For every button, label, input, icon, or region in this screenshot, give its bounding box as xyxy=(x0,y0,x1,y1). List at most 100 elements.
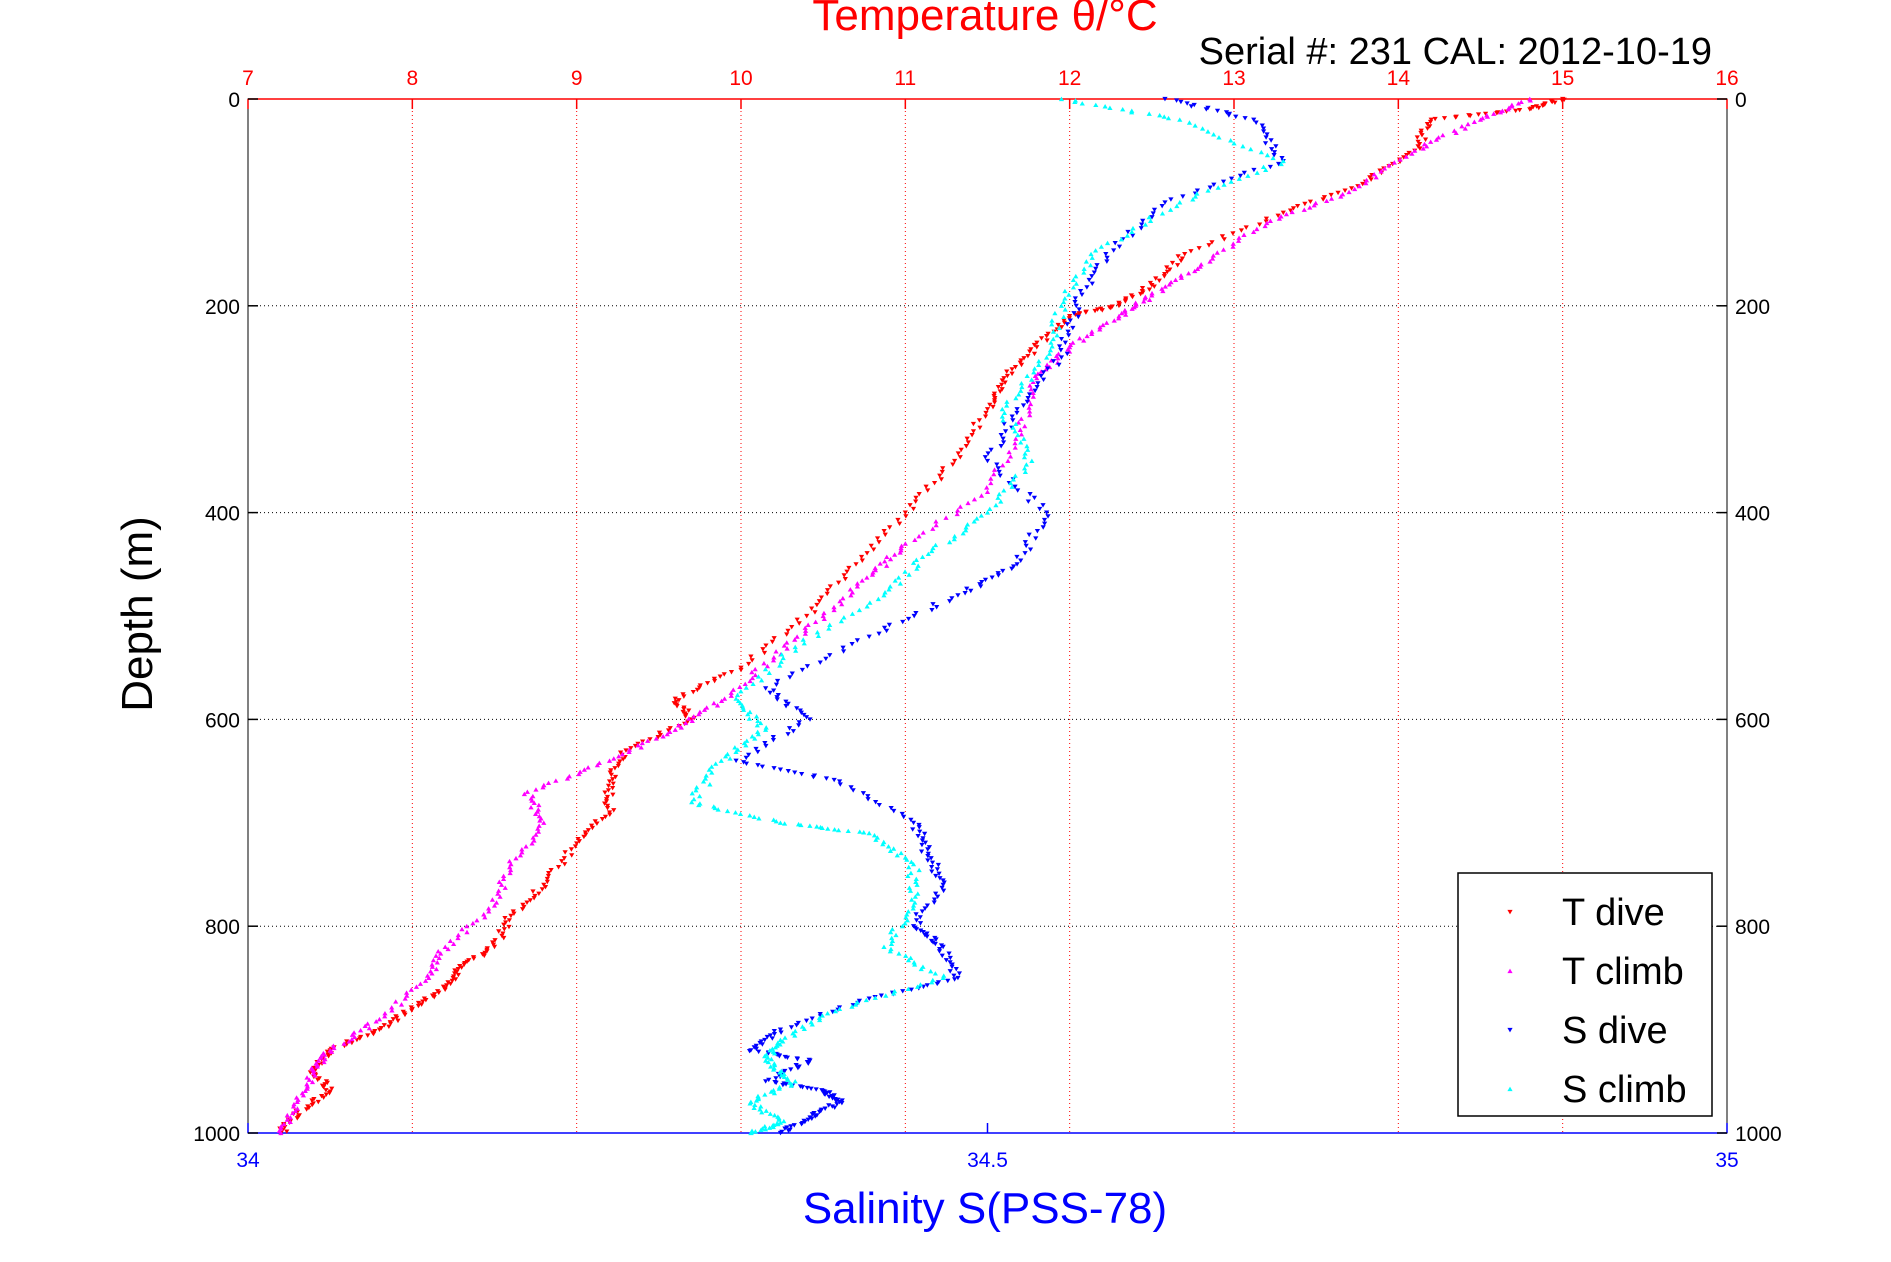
data-point xyxy=(315,1077,321,1083)
data-point xyxy=(775,692,781,698)
data-point xyxy=(291,1101,297,1107)
data-point xyxy=(898,545,904,551)
data-point xyxy=(482,914,488,920)
data-point xyxy=(877,561,883,566)
data-point xyxy=(1000,417,1006,423)
data-point xyxy=(1263,135,1269,140)
data-point xyxy=(997,389,1003,394)
data-point xyxy=(984,485,990,490)
data-point xyxy=(1111,318,1117,323)
data-point xyxy=(665,728,672,733)
data-point xyxy=(520,907,526,912)
data-point xyxy=(835,827,842,833)
data-point xyxy=(762,1126,769,1132)
data-point xyxy=(738,667,744,673)
data-point xyxy=(322,1082,328,1087)
data-point xyxy=(911,960,917,965)
data-point xyxy=(928,856,934,861)
data-point xyxy=(1223,110,1230,115)
data-point xyxy=(1081,266,1087,271)
data-point xyxy=(1287,208,1294,213)
data-point xyxy=(1073,303,1079,309)
data-point xyxy=(796,621,802,626)
data-point xyxy=(996,491,1002,497)
data-point xyxy=(995,571,1001,576)
data-point xyxy=(758,720,764,726)
data-point xyxy=(776,1054,782,1059)
data-point xyxy=(978,513,984,518)
data-point xyxy=(864,575,870,580)
data-point xyxy=(724,808,731,814)
data-point xyxy=(755,763,761,768)
data-point xyxy=(873,800,879,805)
data-point xyxy=(1034,345,1040,350)
data-point xyxy=(1271,150,1278,155)
data-point xyxy=(746,661,752,667)
data-point xyxy=(1018,388,1024,393)
data-point xyxy=(1138,226,1144,231)
data-point xyxy=(1058,355,1065,360)
data-point xyxy=(1257,222,1263,227)
data-point xyxy=(902,920,908,926)
data-point xyxy=(905,873,911,879)
data-point xyxy=(991,471,997,477)
data-point xyxy=(1205,129,1211,134)
data-point xyxy=(1254,226,1260,232)
data-point xyxy=(917,829,923,835)
legend-entry-label: T climb xyxy=(1562,951,1684,993)
data-point xyxy=(1251,117,1257,123)
data-point xyxy=(807,823,813,828)
data-point xyxy=(919,838,926,843)
data-point xyxy=(1081,270,1087,275)
data-point xyxy=(817,660,823,665)
data-point xyxy=(1094,307,1101,312)
data-point xyxy=(1311,203,1317,208)
data-point xyxy=(582,830,588,835)
data-point xyxy=(1122,309,1128,314)
data-point xyxy=(913,557,919,562)
data-point xyxy=(1260,126,1267,131)
data-point xyxy=(934,981,940,987)
data-point xyxy=(1207,259,1213,264)
depth-tick-label-right: 1000 xyxy=(1735,1123,1782,1146)
data-point xyxy=(913,876,919,882)
data-point xyxy=(964,436,970,442)
data-point xyxy=(753,1046,759,1052)
data-point xyxy=(1001,410,1008,415)
data-point xyxy=(784,646,790,651)
data-point xyxy=(604,803,611,809)
data-point xyxy=(1328,196,1335,201)
data-point xyxy=(704,681,711,686)
data-point xyxy=(300,1092,307,1098)
data-point xyxy=(1012,484,1018,490)
data-point xyxy=(934,605,940,610)
data-point xyxy=(805,1061,811,1066)
data-point xyxy=(626,747,633,752)
data-point xyxy=(372,1028,378,1034)
data-point xyxy=(762,666,769,672)
temperature-tick-label: 13 xyxy=(1222,67,1245,90)
data-point xyxy=(1018,362,1025,368)
data-point xyxy=(957,455,963,460)
data-point xyxy=(929,548,935,554)
data-point xyxy=(891,991,897,996)
data-point xyxy=(743,755,749,761)
data-point xyxy=(849,611,856,616)
data-point xyxy=(502,915,508,921)
data-point xyxy=(1378,169,1384,174)
data-point xyxy=(1406,150,1412,156)
data-point xyxy=(1162,284,1168,289)
data-point xyxy=(772,1044,779,1050)
data-point xyxy=(1147,297,1153,302)
temperature-tick-label: 7 xyxy=(242,67,254,90)
data-point xyxy=(783,704,789,709)
data-point xyxy=(1084,285,1090,290)
data-point xyxy=(619,751,626,757)
data-point xyxy=(1072,300,1078,305)
data-point xyxy=(711,700,717,706)
data-point xyxy=(1179,256,1186,261)
data-point xyxy=(749,734,755,739)
data-point xyxy=(1017,360,1023,366)
data-point xyxy=(453,977,459,982)
data-point xyxy=(1061,299,1067,305)
